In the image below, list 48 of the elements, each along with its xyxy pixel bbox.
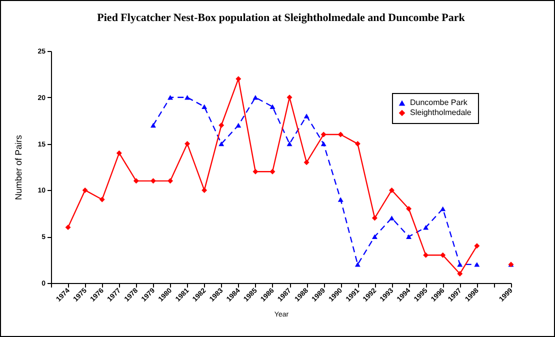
point [320, 132, 326, 138]
point [320, 141, 326, 146]
point [99, 196, 105, 202]
point [474, 243, 480, 249]
point [304, 160, 310, 166]
point [389, 187, 394, 193]
point [423, 252, 429, 258]
point [406, 234, 412, 239]
point [252, 95, 258, 100]
point [236, 76, 242, 82]
point [440, 252, 446, 258]
point [218, 122, 224, 128]
point [338, 132, 344, 138]
point [440, 206, 446, 212]
point [338, 197, 344, 202]
point [150, 178, 156, 184]
point [457, 270, 463, 276]
point [236, 122, 242, 128]
point [406, 206, 412, 212]
point [304, 114, 310, 118]
point [354, 141, 360, 147]
legend-label: Duncombe Park [410, 98, 468, 107]
chart-title: Pied Flycatcher Nest-Box population at Sleightholmedale and Duncombe Park [97, 12, 466, 24]
point [423, 224, 429, 230]
point [270, 168, 276, 174]
point [150, 122, 156, 128]
point [270, 104, 276, 110]
point [168, 95, 173, 100]
point [184, 95, 190, 100]
point [168, 178, 173, 184]
point [252, 168, 258, 174]
point [389, 216, 394, 220]
legend-label: Sleightholmedale [410, 108, 472, 117]
point [286, 141, 292, 146]
y-axis-title: Number of Pairs [14, 134, 24, 200]
point [457, 262, 463, 267]
point [82, 187, 88, 193]
point [65, 224, 71, 230]
point [474, 262, 480, 267]
point [116, 150, 122, 156]
point [202, 104, 208, 110]
point [218, 141, 224, 146]
point [184, 141, 190, 147]
point [202, 187, 208, 193]
point [372, 215, 378, 221]
point [372, 234, 378, 239]
point [133, 178, 139, 184]
point [354, 262, 360, 267]
